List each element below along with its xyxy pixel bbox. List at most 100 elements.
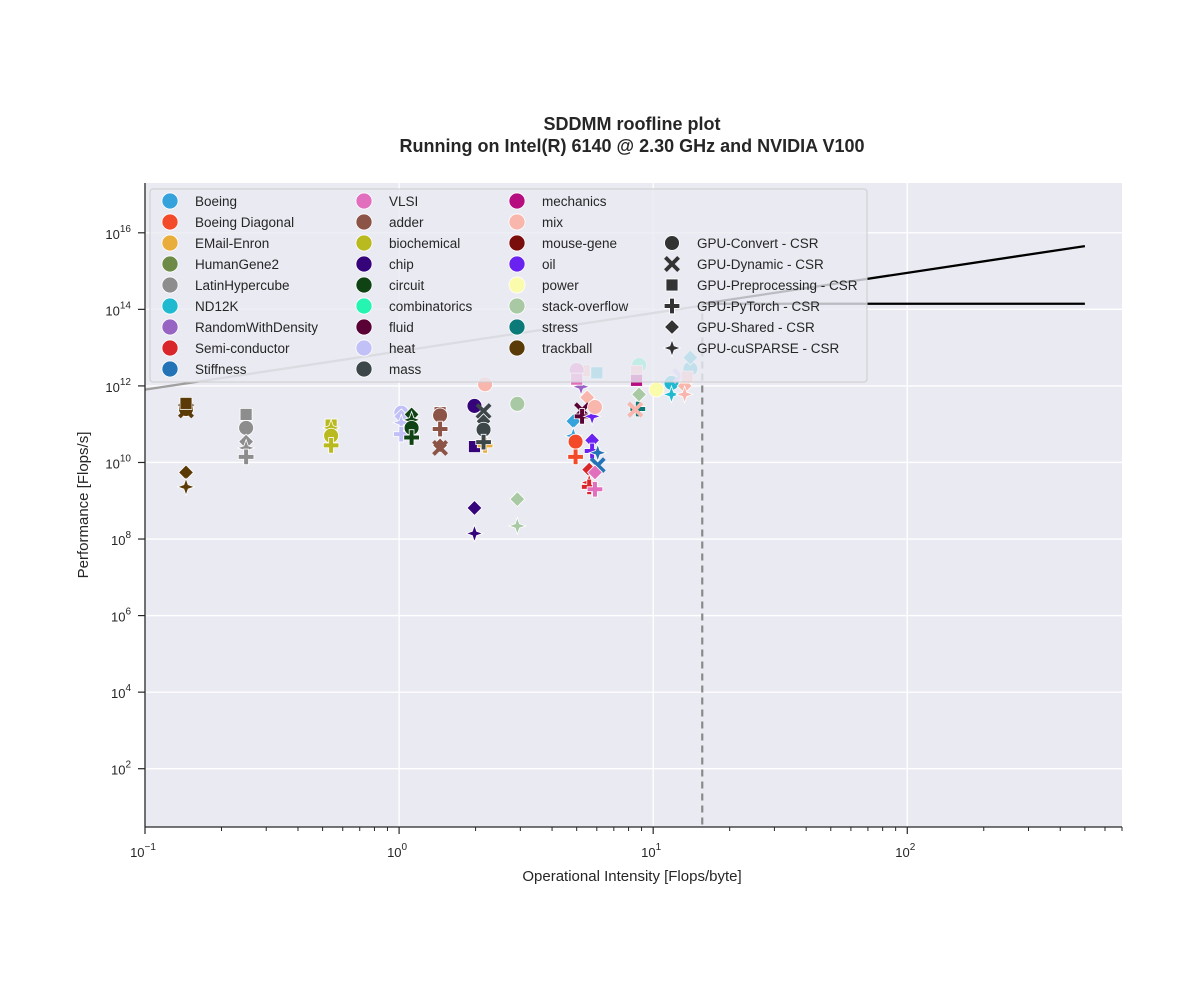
x-tick-label: 101: [641, 842, 661, 860]
x-tick-label: 102: [895, 842, 915, 860]
legend-marker: [355, 192, 373, 210]
data-point: [587, 399, 603, 415]
legend-marker: [663, 297, 681, 315]
legend-marker: [355, 297, 373, 315]
legend-marker: [662, 338, 682, 358]
legend-label: GPU-Shared - CSR: [697, 320, 815, 335]
legend-box: [149, 188, 868, 383]
legend-marker: [161, 339, 179, 357]
legend-marker: [508, 339, 526, 357]
legend-label: mix: [542, 215, 563, 230]
legend-label: GPU-PyTorch - CSR: [697, 299, 820, 314]
x-axis-label: Operational Intensity [Flops/byte]: [522, 868, 741, 885]
legend-marker: [355, 360, 373, 378]
legend-marker: [664, 235, 680, 251]
legend-label: chip: [389, 257, 414, 272]
legend-marker: [508, 192, 526, 210]
legend-marker: [161, 360, 179, 378]
legend-marker: [508, 213, 526, 231]
data-point: [588, 443, 608, 463]
legend-marker: [161, 255, 179, 273]
chart-title: SDDMM roofline plot: [544, 114, 721, 134]
data-point: [661, 384, 682, 405]
legend-label: combinatorics: [389, 299, 473, 314]
data-point: [466, 499, 483, 516]
data-point: [475, 433, 492, 451]
legend-label: LatinHypercube: [195, 278, 290, 293]
data-point: [583, 442, 601, 460]
axes: 10−1 100 101 102 102 104 106 108 1010 1012 1014 101…: [105, 183, 1123, 860]
legend-marker: [161, 297, 179, 315]
data-point: [567, 448, 584, 466]
data-point: [432, 407, 448, 424]
y-tick-label: 104: [111, 683, 131, 701]
legend-label: GPU-Convert - CSR: [697, 236, 819, 251]
data-point: [393, 425, 410, 443]
legend-label: fluid: [389, 320, 414, 335]
legend: Boeing Boeing Diagonal EMail-Enron HumanGen…: [149, 188, 868, 383]
data-point: [431, 420, 449, 438]
legend-marker: [663, 318, 681, 336]
legend-marker: [355, 276, 373, 294]
y-tick-label: 106: [111, 607, 131, 625]
legend-marker: [355, 339, 373, 357]
legend-label: VLSI: [389, 194, 418, 209]
data-point: [627, 401, 644, 418]
data-point: [237, 448, 255, 466]
chart-subtitle: Running on Intel(R) 6140 @ 2.30 GHz and …: [400, 136, 865, 156]
legend-marker: [665, 278, 679, 292]
legend-label: GPU-cuSPARSE - CSR: [697, 341, 840, 356]
y-tick-label: 108: [111, 530, 131, 548]
data-point: [507, 516, 527, 536]
legend-label: power: [542, 278, 579, 293]
legend-marker: [508, 276, 526, 294]
legend-label: heat: [389, 341, 416, 356]
data-point: [582, 406, 602, 427]
legend-label: biochemical: [389, 236, 460, 251]
legend-marker: [161, 213, 179, 231]
y-tick-label: 102: [111, 760, 131, 778]
legend-label: stack-overflow: [542, 299, 629, 314]
data-point: [567, 433, 584, 450]
legend-label: RandomWithDensity: [195, 320, 318, 335]
legend-marker: [355, 234, 373, 252]
legend-label: Semi-conductor: [195, 341, 290, 356]
legend-label: GPU-Preprocessing - CSR: [697, 278, 858, 293]
y-axis-label: Performance [Flops/s]: [75, 432, 92, 579]
legend-label: ND12K: [195, 299, 239, 314]
y-tick-label: 1012: [105, 377, 131, 395]
data-point: [179, 396, 193, 410]
y-tick-label: 1010: [105, 453, 131, 471]
legend-label: mouse-gene: [542, 236, 617, 251]
data-point: [403, 429, 420, 446]
data-point: [238, 420, 254, 436]
data-point: [675, 384, 695, 405]
legend-label: HumanGene2: [195, 257, 279, 272]
legend-marker: [508, 318, 526, 336]
legend-label: mechanics: [542, 194, 607, 209]
legend-marker: [508, 297, 526, 315]
legend-marker: [161, 276, 179, 294]
data-point: [176, 477, 196, 497]
data-points: [176, 349, 699, 544]
legend-label: Boeing Diagonal: [195, 215, 294, 230]
data-point: [509, 396, 526, 412]
x-tick-label: 100: [387, 842, 407, 860]
data-point: [586, 464, 603, 481]
data-point: [631, 386, 648, 403]
data-point: [648, 381, 665, 398]
legend-marker: [355, 255, 373, 273]
legend-label: Stiffness: [195, 362, 247, 377]
data-point: [466, 398, 483, 414]
legend-label: Boeing: [195, 194, 237, 209]
data-point: [239, 408, 253, 421]
legend-marker: [508, 234, 526, 252]
x-tick-label: 10−1: [130, 842, 156, 860]
y-tick-label: 1014: [105, 300, 131, 318]
legend-label: adder: [389, 215, 424, 230]
legend-marker: [161, 192, 179, 210]
data-point: [509, 491, 526, 508]
data-point: [573, 408, 591, 425]
